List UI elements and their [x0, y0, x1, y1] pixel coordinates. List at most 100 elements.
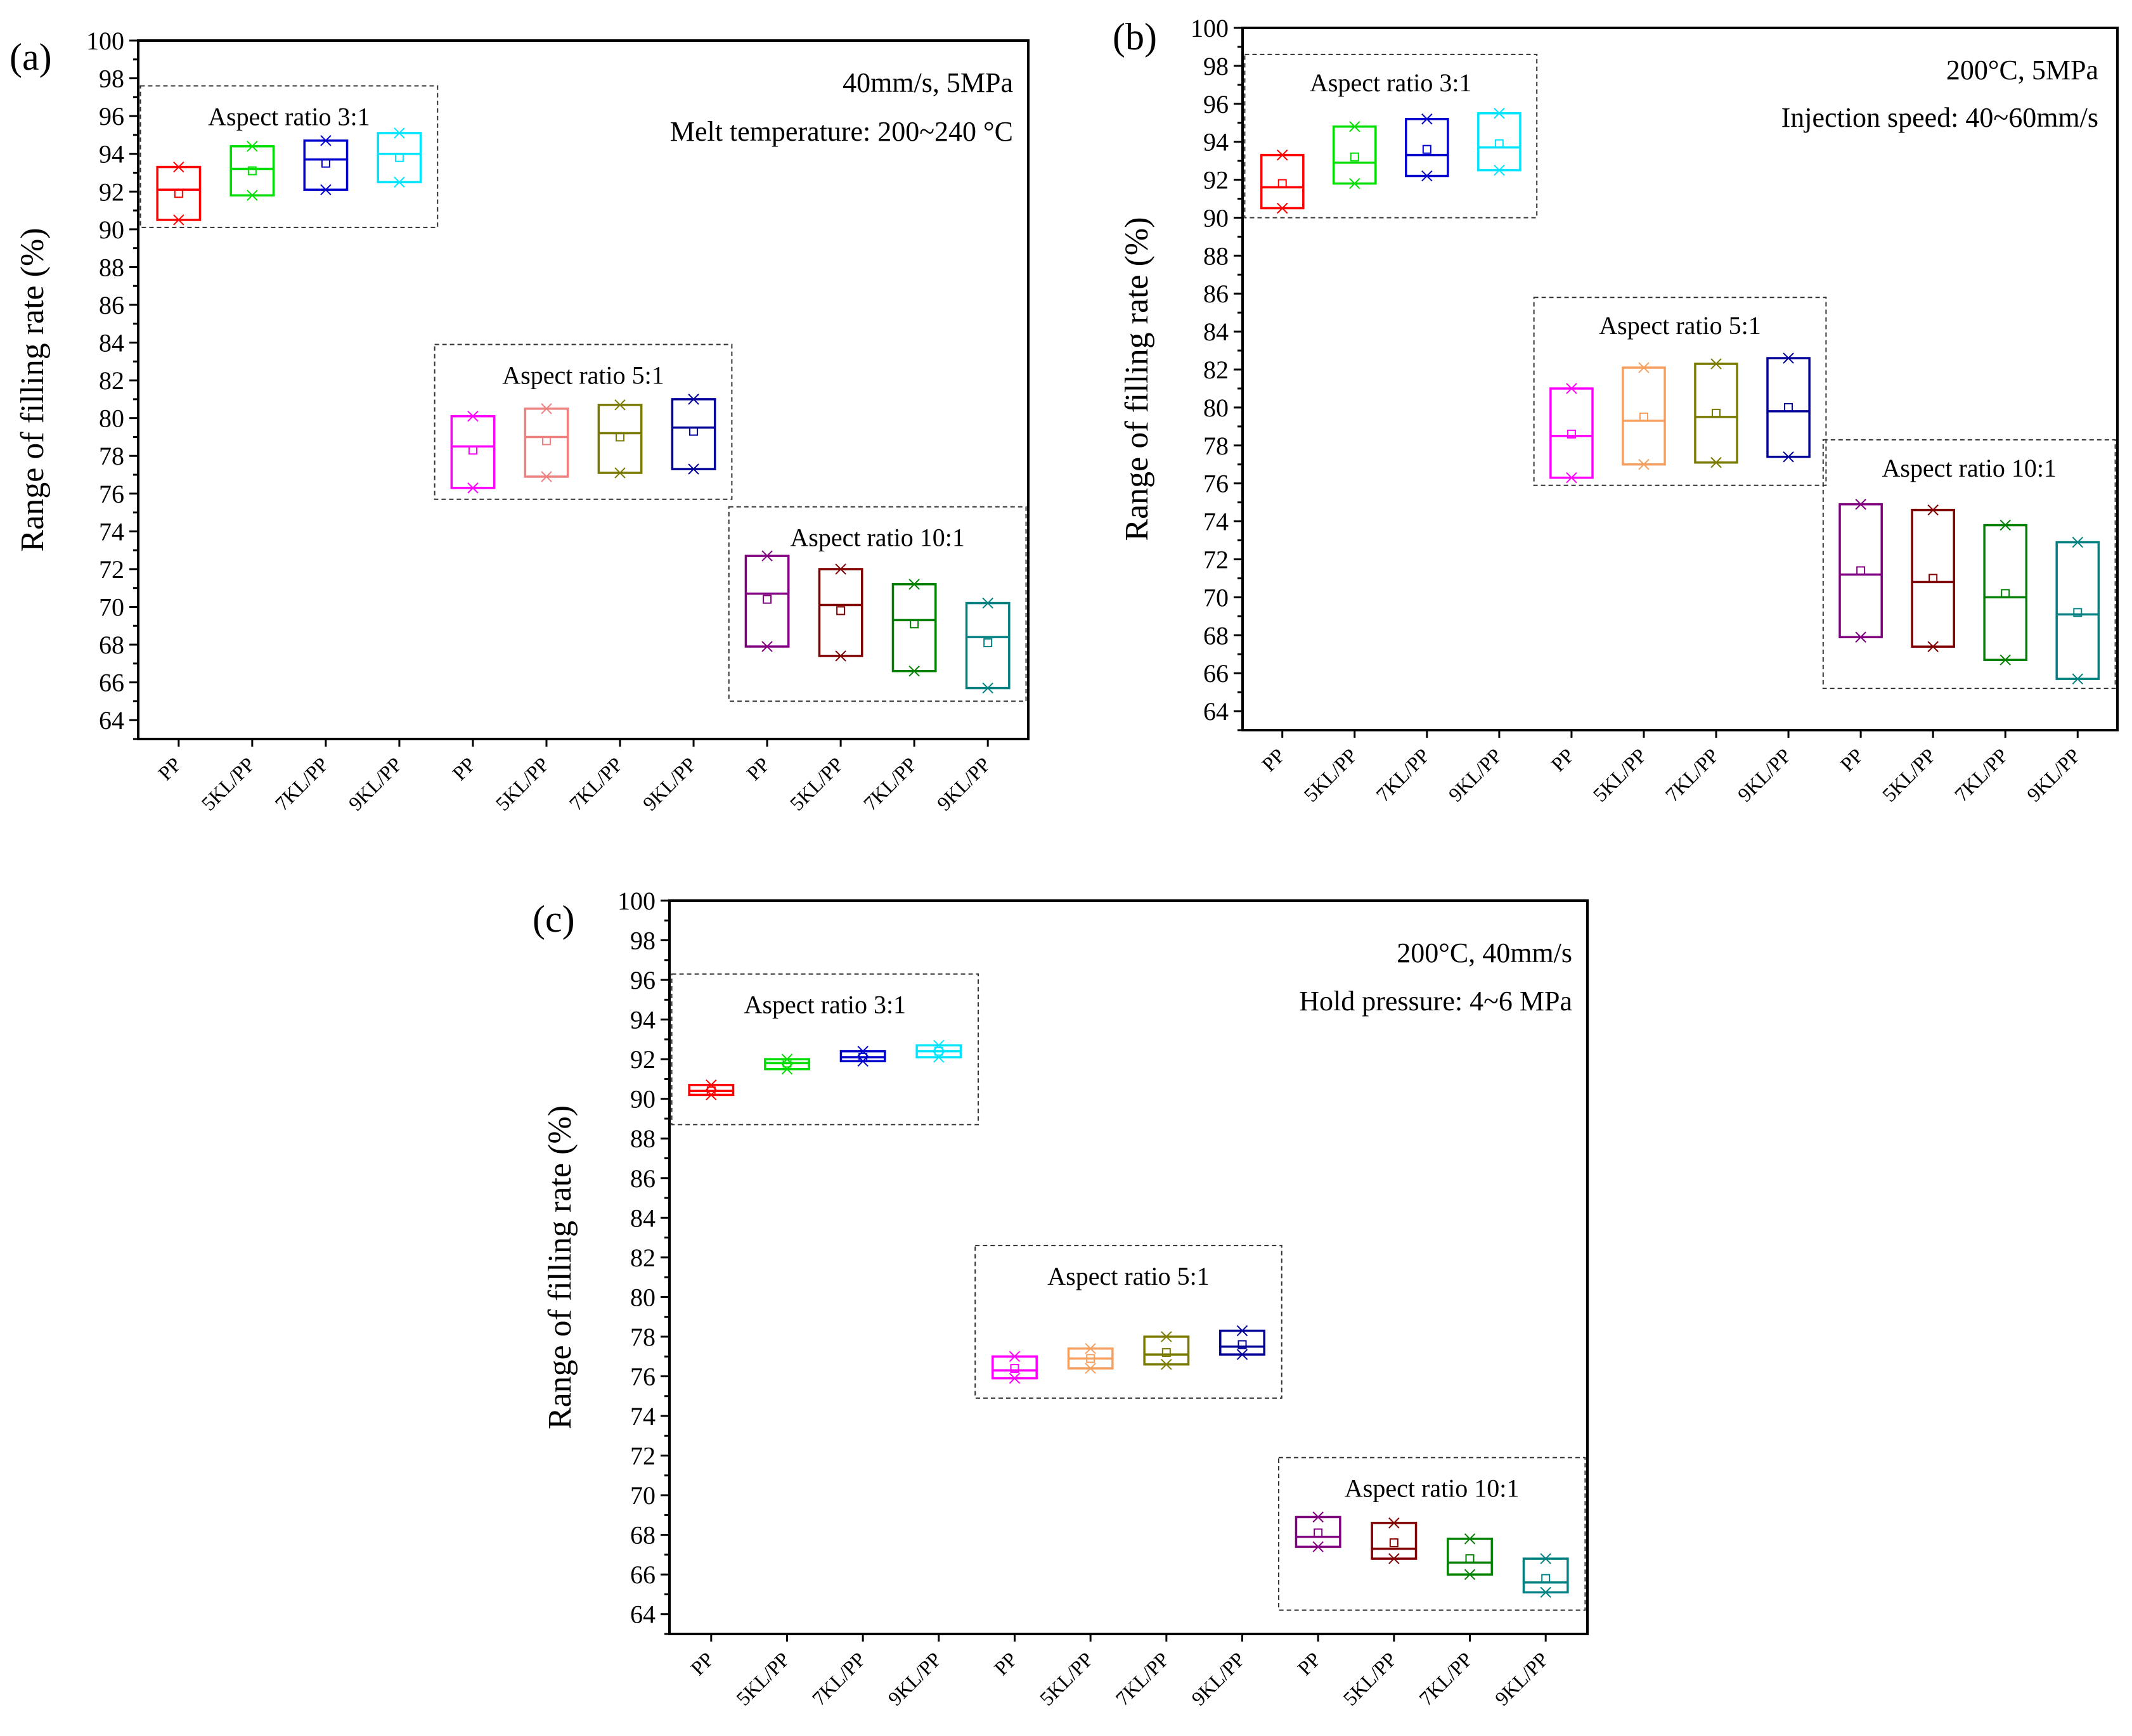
- y-tick-label: 92: [630, 1045, 656, 1074]
- x-tick-label: 5KL/PP: [1035, 1647, 1097, 1709]
- min-marker: [1277, 202, 1288, 214]
- y-tick-label: 80: [1203, 394, 1229, 422]
- mean-marker: [174, 189, 183, 198]
- box-10:1-PP: [744, 550, 790, 652]
- x-tick-label: PP: [448, 752, 480, 785]
- mean-marker: [689, 427, 699, 436]
- y-tick-label: 74: [1203, 508, 1229, 536]
- y-tick-label: 92: [1203, 166, 1229, 195]
- x-tick-label: 9KL/PP: [344, 752, 406, 814]
- min-marker: [1349, 177, 1360, 190]
- box-5:1-5KL/PP: [1067, 1343, 1114, 1374]
- mean-marker: [1010, 1363, 1019, 1373]
- mean-marker: [934, 1046, 943, 1056]
- y-tick-label: 88: [1203, 241, 1229, 270]
- max-marker: [857, 1045, 869, 1057]
- box-3:1-PP: [688, 1079, 735, 1101]
- mean-marker: [1928, 574, 1938, 583]
- x-tick-label: PP: [1293, 1647, 1325, 1680]
- box-3:1-9KL/PP: [377, 127, 422, 188]
- y-tick-label: 80: [99, 404, 124, 433]
- mean-marker: [1237, 1340, 1247, 1349]
- y-tick-label: 74: [630, 1402, 656, 1431]
- x-tick-label: 5KL/PP: [1878, 743, 1940, 806]
- min-marker: [982, 682, 993, 694]
- box-10:1-5KL/PP: [1371, 1517, 1418, 1564]
- y-tick-label: 64: [630, 1600, 656, 1629]
- y-tick-label: 84: [99, 329, 124, 357]
- box-5:1-7KL/PP: [597, 399, 643, 479]
- min-marker: [1085, 1363, 1096, 1374]
- box-rect: [1983, 524, 2028, 661]
- x-tick-label: 9KL/PP: [1444, 743, 1506, 806]
- y-tick-label: 82: [630, 1244, 656, 1272]
- max-marker: [1540, 1553, 1551, 1564]
- condition-text: Melt temperature: 200~240 °C: [670, 116, 1013, 147]
- min-marker: [1009, 1372, 1021, 1384]
- min-marker: [1783, 451, 1794, 463]
- panel-letter: (b): [1113, 16, 1157, 58]
- box-5:1-PP: [450, 410, 496, 494]
- box-3:1-9KL/PP: [915, 1039, 962, 1063]
- y-tick-label: 98: [99, 65, 124, 93]
- max-marker: [1349, 121, 1360, 132]
- max-marker: [1277, 149, 1288, 161]
- group-frame: [671, 973, 979, 1126]
- y-tick-label: 88: [99, 253, 124, 281]
- min-marker: [2072, 673, 2083, 685]
- y-axis-label: Range of filling rate (%): [15, 228, 51, 551]
- box-3:1-PP: [1260, 149, 1305, 214]
- condition-text: 40mm/s, 5MPa: [843, 67, 1013, 98]
- box-10:1-9KL/PP: [1522, 1553, 1569, 1598]
- x-tick-label: 5KL/PP: [491, 752, 553, 814]
- group-label: Aspect ratio 3:1: [208, 102, 370, 131]
- y-tick-label: 76: [1203, 470, 1229, 498]
- y-tick-label: 68: [99, 631, 124, 659]
- plot-frame: [668, 899, 1589, 1635]
- box-rect: [597, 404, 643, 474]
- max-marker: [1783, 352, 1794, 364]
- y-tick-label: 70: [1203, 583, 1229, 612]
- y-tick-label: 100: [617, 887, 656, 915]
- box-3:1-5KL/PP: [1332, 121, 1377, 190]
- y-tick-label: 98: [1203, 52, 1229, 80]
- min-marker: [761, 641, 773, 652]
- y-tick-label: 80: [630, 1283, 656, 1311]
- max-marker: [982, 597, 993, 609]
- y-tick-label: 68: [1203, 621, 1229, 650]
- y-tick-label: 64: [1203, 697, 1229, 726]
- mean-marker: [1161, 1347, 1171, 1357]
- max-marker: [541, 403, 552, 415]
- box-3:1-PP: [156, 161, 202, 226]
- max-marker: [1710, 358, 1722, 370]
- box-5:1-5KL/PP: [524, 403, 569, 482]
- condition-text: Injection speed: 40~60mm/s: [1781, 102, 2098, 133]
- y-tick-label: 86: [630, 1164, 656, 1193]
- min-marker: [688, 463, 699, 475]
- max-marker: [1855, 498, 1866, 510]
- box-10:1-5KL/PP: [1911, 504, 1955, 652]
- group-frame: [139, 85, 439, 228]
- box-10:1-PP: [1838, 498, 1883, 643]
- mean-marker: [394, 153, 404, 162]
- box-10:1-5KL/PP: [818, 563, 863, 662]
- x-tick-label: 7KL/PP: [808, 1647, 870, 1709]
- max-marker: [1312, 1511, 1324, 1523]
- y-tick-label: 72: [630, 1442, 656, 1470]
- box-5:1-7KL/PP: [1143, 1331, 1190, 1370]
- y-tick-label: 86: [1203, 280, 1229, 308]
- min-marker: [1927, 641, 1939, 652]
- box-rect: [156, 165, 202, 221]
- box-rect: [744, 555, 790, 648]
- max-marker: [1161, 1331, 1172, 1342]
- mean-marker: [1856, 566, 1866, 575]
- max-marker: [1236, 1325, 1248, 1337]
- box-rect: [1911, 508, 1955, 648]
- box-5:1-5KL/PP: [1622, 362, 1666, 470]
- mean-marker: [1465, 1554, 1475, 1564]
- min-marker: [1388, 1553, 1400, 1564]
- x-tick-label: 9KL/PP: [933, 752, 995, 814]
- box-3:1-7KL/PP: [839, 1045, 886, 1067]
